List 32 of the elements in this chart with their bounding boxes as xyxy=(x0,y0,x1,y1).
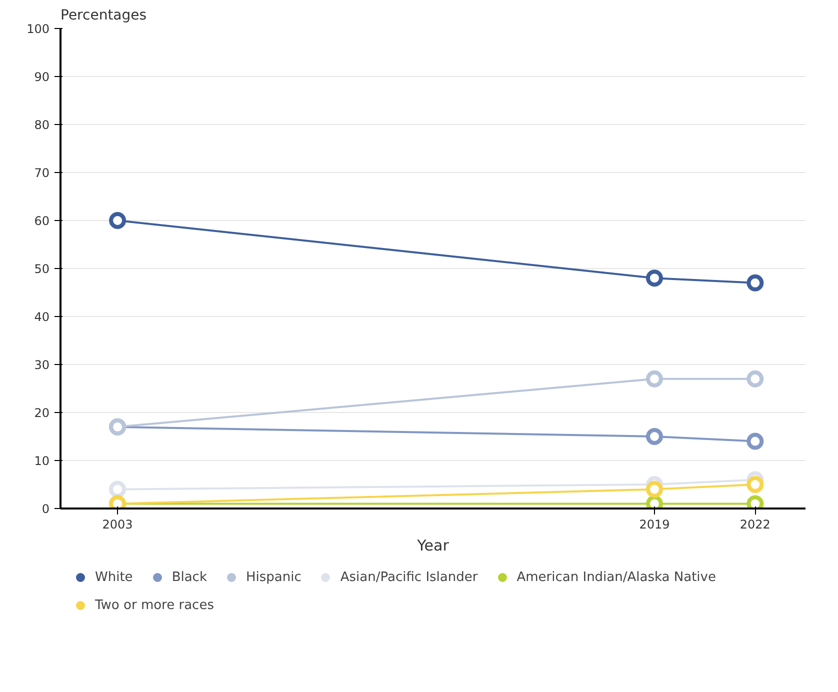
legend-label: American Indian/Alaska Native xyxy=(516,570,716,584)
y-tick-label: 80 xyxy=(34,118,50,132)
x-tick-label: 2019 xyxy=(639,518,670,532)
point xyxy=(746,476,764,493)
y-tick-label: 60 xyxy=(34,214,50,228)
point xyxy=(746,370,764,388)
point xyxy=(109,212,126,229)
point xyxy=(646,428,663,445)
point xyxy=(646,270,663,287)
point xyxy=(109,480,126,498)
point xyxy=(746,432,764,450)
point xyxy=(646,480,663,498)
legend-label: Black xyxy=(172,570,207,584)
point xyxy=(646,370,663,388)
y-tick-label: 90 xyxy=(34,70,50,84)
point xyxy=(746,274,764,292)
x-tick-label: 2003 xyxy=(102,518,133,532)
x-tick-label: 2022 xyxy=(740,518,770,532)
legend-label: White xyxy=(95,570,133,584)
y-axis-title: Percentages xyxy=(60,8,147,24)
legend-label: Hispanic xyxy=(246,570,302,584)
y-tick-label: 20 xyxy=(34,406,50,420)
y-tick-label: 0 xyxy=(42,502,50,516)
y-tick-label: 100 xyxy=(26,22,50,36)
y-tick-label: 70 xyxy=(34,166,50,180)
y-tick-label: 10 xyxy=(34,454,50,468)
legend-label: Asian/Pacific Islander xyxy=(340,570,478,584)
y-tick-label: 40 xyxy=(34,310,50,324)
legend-label: Two or more races xyxy=(95,598,214,612)
y-tick-label: 50 xyxy=(34,262,50,276)
y-tick-label: 30 xyxy=(34,358,50,372)
x-axis-title: Year xyxy=(416,536,450,554)
